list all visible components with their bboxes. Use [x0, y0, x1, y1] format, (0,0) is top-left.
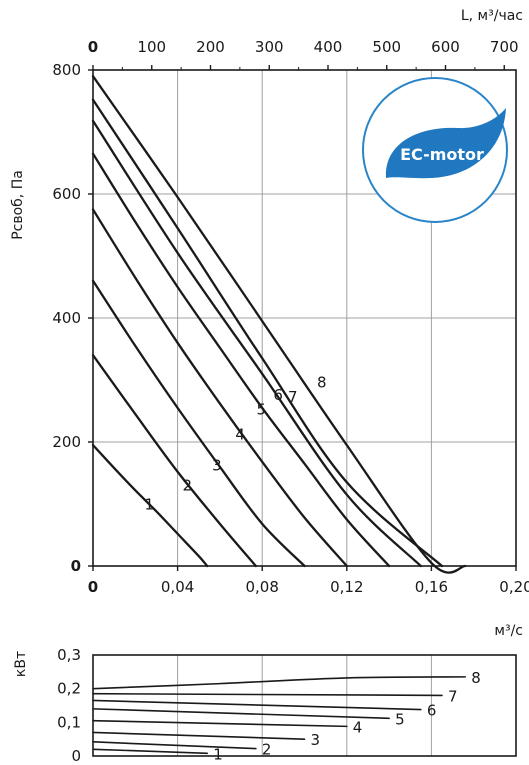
fan-curve-3 — [91, 279, 306, 568]
power-curve-label-6: 6 — [427, 702, 437, 720]
power-y-tick-label: 0,2 — [57, 680, 81, 698]
x2-axis-label: L, м³/час — [461, 8, 523, 24]
curve-label-8: 8 — [317, 374, 327, 392]
fan-curve-1 — [91, 443, 209, 568]
fan-curve-5 — [91, 152, 391, 568]
y-tick-label: 400 — [52, 309, 81, 327]
fan-curve-6 — [91, 119, 422, 568]
x-tick-label: 0,20 — [499, 578, 529, 596]
x2-tick-label: 300 — [255, 38, 284, 56]
power-curve-1 — [92, 748, 209, 755]
power-plot-frame — [92, 654, 517, 757]
power-curves — [92, 676, 467, 755]
ec-motor-badge: EC-motor — [362, 77, 508, 223]
curve-label-6: 6 — [273, 386, 283, 404]
power-curve-7 — [92, 692, 443, 697]
x2-tick-label: 100 — [137, 38, 166, 56]
leaf-icon — [385, 108, 506, 179]
power-curve-label-8: 8 — [471, 669, 481, 687]
power-curve-label-4: 4 — [353, 718, 363, 736]
x-tick-label: 0 — [88, 578, 98, 596]
x2-tick-label: 700 — [490, 38, 519, 56]
curve-label-3: 3 — [212, 457, 222, 475]
fan-curve-8 — [91, 75, 467, 574]
x2-tick-label: 500 — [372, 38, 401, 56]
curve-label-7: 7 — [288, 388, 298, 406]
power-y-tick-label: 0,3 — [57, 646, 81, 664]
x2-tick-label: 200 — [196, 38, 225, 56]
x-tick-label: 0,16 — [415, 578, 448, 596]
main-x-tick-labels: 0 0,04 0,08 0,12 0,16 0,20 — [88, 566, 529, 596]
x-tick-label: 0,12 — [330, 578, 363, 596]
power-grid — [177, 655, 432, 756]
y-tick-label: 600 — [52, 185, 81, 203]
power-curve-label-1: 1 — [213, 745, 223, 763]
x2-tick-label: 400 — [314, 38, 343, 56]
power-curve-label-3: 3 — [311, 731, 321, 749]
fan-curve-2 — [91, 354, 258, 568]
power-y-tick-label: 0 — [71, 747, 81, 765]
main-curves — [91, 75, 467, 574]
fan-curve-7 — [91, 98, 444, 568]
x-tick-label: 0,04 — [161, 578, 194, 596]
main-y-tick-labels: 0 200 400 600 800 — [52, 61, 93, 575]
power-curve-label-2: 2 — [262, 741, 272, 759]
x-axis-label: м³/с — [494, 623, 523, 639]
power-curve-4 — [92, 719, 348, 728]
curve-label-1: 1 — [144, 495, 154, 513]
y-tick-label: 800 — [52, 61, 81, 79]
main-chart: 0 0,04 0,08 0,12 0,16 0,20 0 200 400 600 800 0 100… — [10, 8, 529, 639]
badge-text: EC-motor — [400, 145, 484, 164]
x-tick-label: 0,08 — [245, 578, 278, 596]
power-curve-5 — [92, 708, 390, 720]
power-curve-label-5: 5 — [395, 710, 405, 728]
x2-tick-label: 0 — [88, 38, 98, 56]
power-curve-labels: 1 2 3 4 5 678 — [213, 669, 481, 763]
fan-curve-4 — [91, 208, 348, 568]
power-y-axis-label: кВт — [13, 651, 29, 677]
power-chart: 0 0,1 0,2 0,3 1 2 3 4 5 678 кВт — [13, 646, 517, 765]
power-y-tick-label: 0,1 — [57, 713, 81, 731]
y-tick-label: 0 — [71, 557, 81, 575]
power-curve-label-7: 7 — [448, 687, 458, 705]
power-curve-2 — [92, 741, 257, 750]
power-curve-3 — [92, 731, 306, 740]
curve-label-5: 5 — [257, 400, 267, 418]
x2-tick-label: 600 — [431, 38, 460, 56]
power-y-tick-labels: 0 0,1 0,2 0,3 — [57, 646, 81, 765]
curve-label-4: 4 — [235, 425, 245, 443]
curve-label-2: 2 — [183, 477, 193, 495]
main-top-tick-labels: 0 100 200 300 400 500 600 700 — [88, 38, 519, 70]
y-tick-label: 200 — [52, 433, 81, 451]
power-curve-6 — [92, 699, 422, 711]
y-axis-label: Pсвоб, Па — [10, 170, 26, 240]
power-curve-8 — [92, 676, 467, 690]
